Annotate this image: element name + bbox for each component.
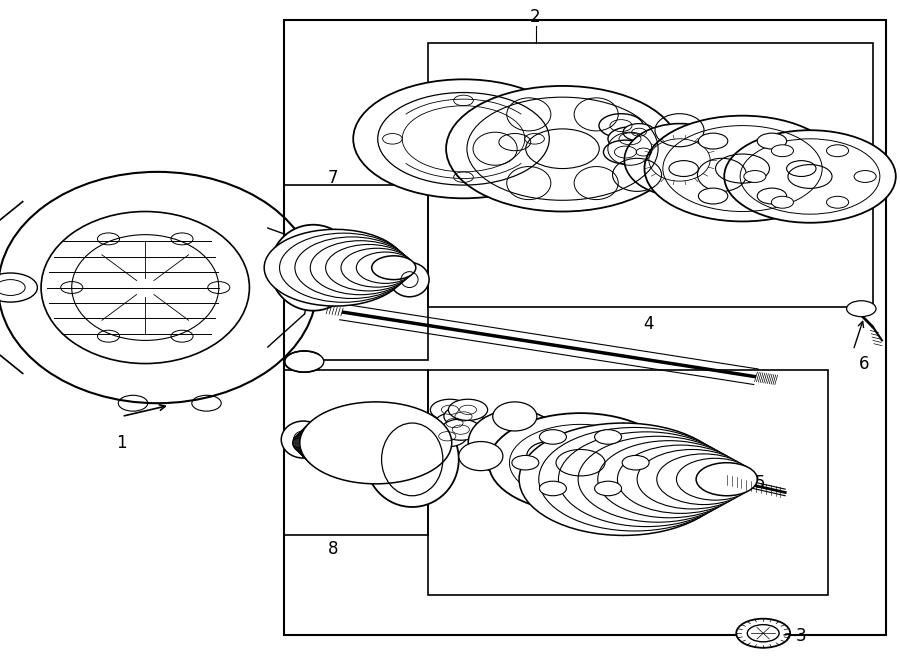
Ellipse shape — [326, 245, 411, 291]
Bar — [284, 185, 428, 360]
Ellipse shape — [617, 445, 744, 514]
Ellipse shape — [295, 422, 373, 464]
Ellipse shape — [558, 432, 734, 527]
Ellipse shape — [539, 481, 566, 496]
Text: 4: 4 — [643, 315, 653, 333]
Text: 5: 5 — [755, 473, 766, 492]
Ellipse shape — [677, 458, 754, 500]
Ellipse shape — [365, 412, 459, 507]
Ellipse shape — [736, 619, 790, 648]
Ellipse shape — [637, 449, 747, 509]
Ellipse shape — [292, 430, 342, 456]
Ellipse shape — [41, 212, 249, 364]
Ellipse shape — [298, 410, 420, 476]
Ellipse shape — [372, 256, 416, 280]
Ellipse shape — [519, 423, 727, 535]
Ellipse shape — [512, 455, 539, 470]
Ellipse shape — [644, 116, 841, 221]
Bar — [428, 370, 828, 595]
Ellipse shape — [578, 436, 737, 522]
Ellipse shape — [489, 413, 672, 512]
Ellipse shape — [284, 351, 324, 372]
Ellipse shape — [430, 399, 470, 420]
Ellipse shape — [435, 412, 474, 434]
Bar — [284, 20, 886, 635]
Ellipse shape — [459, 442, 503, 471]
Ellipse shape — [310, 241, 410, 295]
Ellipse shape — [297, 414, 405, 472]
Ellipse shape — [657, 454, 751, 504]
Ellipse shape — [492, 402, 537, 431]
Ellipse shape — [390, 262, 429, 297]
Ellipse shape — [598, 114, 644, 137]
Ellipse shape — [698, 188, 728, 204]
Ellipse shape — [595, 430, 622, 444]
Text: 1: 1 — [116, 434, 127, 452]
Ellipse shape — [757, 188, 787, 204]
Text: 2: 2 — [530, 7, 541, 26]
Ellipse shape — [787, 161, 816, 176]
Text: 7: 7 — [328, 169, 338, 188]
Ellipse shape — [623, 124, 655, 141]
Ellipse shape — [281, 421, 326, 458]
Ellipse shape — [300, 402, 452, 484]
Ellipse shape — [484, 126, 545, 159]
Ellipse shape — [539, 430, 566, 444]
Ellipse shape — [296, 418, 389, 468]
Text: 3: 3 — [796, 627, 806, 645]
Ellipse shape — [854, 171, 877, 182]
Ellipse shape — [280, 233, 408, 302]
Ellipse shape — [608, 127, 652, 151]
Ellipse shape — [0, 172, 317, 403]
Ellipse shape — [603, 140, 648, 164]
Ellipse shape — [724, 130, 896, 223]
Ellipse shape — [293, 426, 357, 460]
Ellipse shape — [625, 124, 734, 196]
Ellipse shape — [270, 225, 356, 311]
Bar — [284, 370, 428, 535]
Ellipse shape — [265, 229, 406, 306]
Ellipse shape — [847, 301, 876, 317]
Text: 8: 8 — [328, 539, 338, 558]
Ellipse shape — [771, 145, 794, 157]
Ellipse shape — [595, 481, 622, 496]
Ellipse shape — [743, 171, 766, 182]
Ellipse shape — [299, 406, 436, 480]
Ellipse shape — [353, 79, 574, 198]
Text: 6: 6 — [859, 354, 869, 373]
Ellipse shape — [341, 249, 413, 287]
Ellipse shape — [539, 428, 731, 531]
Ellipse shape — [747, 625, 779, 642]
Ellipse shape — [627, 143, 660, 161]
Ellipse shape — [441, 419, 481, 440]
Ellipse shape — [468, 410, 562, 476]
Ellipse shape — [446, 86, 679, 212]
Ellipse shape — [696, 463, 758, 496]
Ellipse shape — [698, 133, 728, 149]
Ellipse shape — [526, 442, 571, 471]
Ellipse shape — [448, 399, 488, 420]
Ellipse shape — [356, 252, 415, 284]
Ellipse shape — [444, 406, 483, 427]
Ellipse shape — [669, 161, 698, 176]
Ellipse shape — [771, 196, 794, 208]
Ellipse shape — [428, 426, 467, 447]
Ellipse shape — [622, 455, 649, 470]
Bar — [428, 43, 873, 307]
Ellipse shape — [826, 145, 849, 157]
Ellipse shape — [757, 133, 787, 149]
Ellipse shape — [295, 237, 409, 299]
Ellipse shape — [598, 441, 741, 518]
Ellipse shape — [826, 196, 849, 208]
